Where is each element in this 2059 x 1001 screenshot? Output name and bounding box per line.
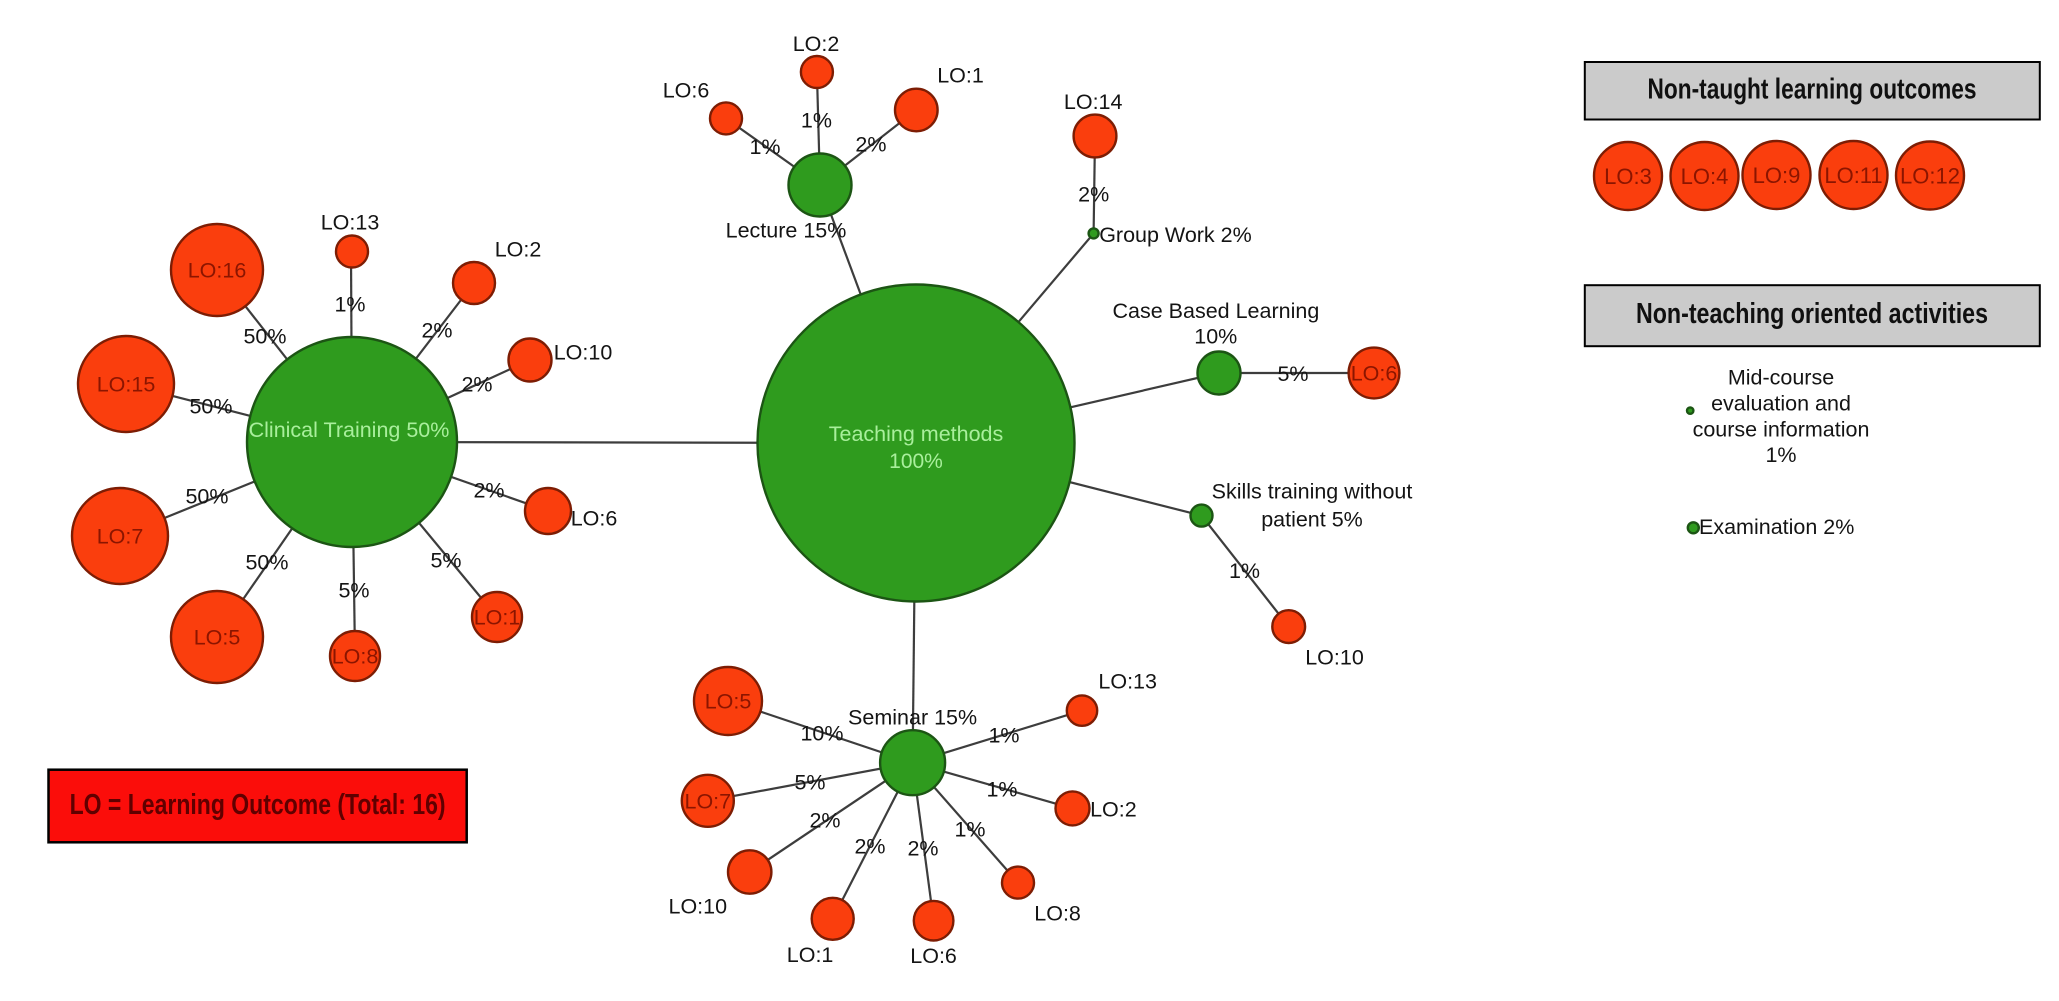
svg-text:LO:12: LO:12 bbox=[1900, 163, 1960, 188]
svg-text:LO:2: LO:2 bbox=[793, 32, 840, 56]
svg-text:Lecture 15%: Lecture 15% bbox=[726, 219, 847, 243]
svg-text:LO:6: LO:6 bbox=[663, 79, 710, 103]
svg-text:Skills training without: Skills training without bbox=[1212, 480, 1413, 504]
svg-text:LO:10: LO:10 bbox=[554, 341, 613, 365]
svg-text:50%: 50% bbox=[189, 395, 232, 419]
svg-text:5%: 5% bbox=[1277, 362, 1308, 386]
svg-text:2%: 2% bbox=[473, 479, 504, 503]
svg-text:LO:15: LO:15 bbox=[97, 373, 156, 397]
svg-text:Group Work 2%: Group Work 2% bbox=[1099, 223, 1252, 247]
svg-text:Clinical Training 50%: Clinical Training 50% bbox=[249, 418, 450, 442]
svg-text:LO = Learning Outcome (Total:: LO = Learning Outcome (Total: 16) bbox=[70, 789, 446, 821]
svg-text:LO:13: LO:13 bbox=[321, 211, 380, 235]
svg-text:LO:6: LO:6 bbox=[1351, 362, 1398, 386]
svg-text:1%: 1% bbox=[749, 135, 780, 159]
svg-text:LO:4: LO:4 bbox=[1681, 164, 1729, 189]
svg-text:evaluation and: evaluation and bbox=[1711, 392, 1851, 416]
svg-text:10%: 10% bbox=[1194, 325, 1237, 349]
svg-text:LO:14: LO:14 bbox=[1064, 90, 1123, 114]
svg-text:5%: 5% bbox=[794, 771, 825, 795]
svg-text:100%: 100% bbox=[889, 450, 943, 473]
svg-text:2%: 2% bbox=[809, 809, 840, 833]
svg-text:Mid-course: Mid-course bbox=[1728, 366, 1834, 390]
svg-text:1%: 1% bbox=[1229, 559, 1260, 583]
svg-text:course information: course information bbox=[1693, 418, 1870, 442]
svg-text:5%: 5% bbox=[430, 549, 461, 573]
svg-text:LO:10: LO:10 bbox=[1305, 646, 1364, 670]
svg-text:LO:11: LO:11 bbox=[1824, 163, 1882, 188]
svg-text:2%: 2% bbox=[461, 373, 492, 397]
svg-text:Non-taught learning outcomes: Non-taught learning outcomes bbox=[1648, 74, 1977, 106]
svg-text:Non-teaching oriented activiti: Non-teaching oriented activities bbox=[1636, 298, 1988, 330]
svg-text:2%: 2% bbox=[907, 837, 938, 861]
svg-text:patient 5%: patient 5% bbox=[1261, 508, 1363, 532]
svg-text:LO:13: LO:13 bbox=[1098, 670, 1157, 694]
svg-text:50%: 50% bbox=[243, 325, 286, 349]
svg-text:LO:1: LO:1 bbox=[937, 63, 984, 87]
svg-text:50%: 50% bbox=[245, 551, 288, 575]
svg-text:Case Based Learning: Case Based Learning bbox=[1113, 299, 1320, 323]
svg-text:1%: 1% bbox=[988, 724, 1019, 748]
svg-text:LO:8: LO:8 bbox=[1034, 902, 1081, 926]
svg-text:Examination 2%: Examination 2% bbox=[1699, 515, 1854, 539]
svg-text:1%: 1% bbox=[1765, 443, 1796, 467]
svg-text:LO:16: LO:16 bbox=[188, 259, 247, 283]
svg-text:Teaching methods: Teaching methods bbox=[829, 422, 1004, 446]
svg-text:LO:9: LO:9 bbox=[1753, 163, 1801, 188]
svg-text:LO:6: LO:6 bbox=[571, 507, 618, 531]
svg-text:LO:1: LO:1 bbox=[787, 943, 834, 967]
svg-text:Seminar 15%: Seminar 15% bbox=[848, 706, 977, 730]
svg-text:LO:7: LO:7 bbox=[97, 525, 144, 549]
svg-text:LO:5: LO:5 bbox=[705, 689, 752, 713]
svg-text:5%: 5% bbox=[338, 579, 369, 603]
svg-text:10%: 10% bbox=[800, 722, 843, 746]
svg-text:1%: 1% bbox=[334, 293, 365, 317]
svg-text:LO:2: LO:2 bbox=[1090, 798, 1137, 822]
svg-text:LO:7: LO:7 bbox=[684, 789, 731, 813]
svg-text:2%: 2% bbox=[855, 133, 886, 157]
svg-text:2%: 2% bbox=[421, 319, 452, 343]
svg-text:1%: 1% bbox=[954, 818, 985, 842]
svg-text:LO:8: LO:8 bbox=[332, 645, 379, 669]
svg-text:LO:5: LO:5 bbox=[194, 626, 241, 650]
svg-text:2%: 2% bbox=[854, 835, 885, 859]
svg-text:LO:2: LO:2 bbox=[495, 238, 542, 262]
svg-text:2%: 2% bbox=[1078, 182, 1109, 206]
svg-text:LO:1: LO:1 bbox=[474, 606, 521, 630]
svg-text:50%: 50% bbox=[185, 485, 228, 509]
svg-text:LO:3: LO:3 bbox=[1604, 164, 1652, 189]
svg-text:LO:6: LO:6 bbox=[910, 944, 957, 968]
svg-text:1%: 1% bbox=[986, 778, 1017, 802]
svg-text:1%: 1% bbox=[801, 109, 832, 133]
svg-text:LO:10: LO:10 bbox=[669, 895, 728, 919]
